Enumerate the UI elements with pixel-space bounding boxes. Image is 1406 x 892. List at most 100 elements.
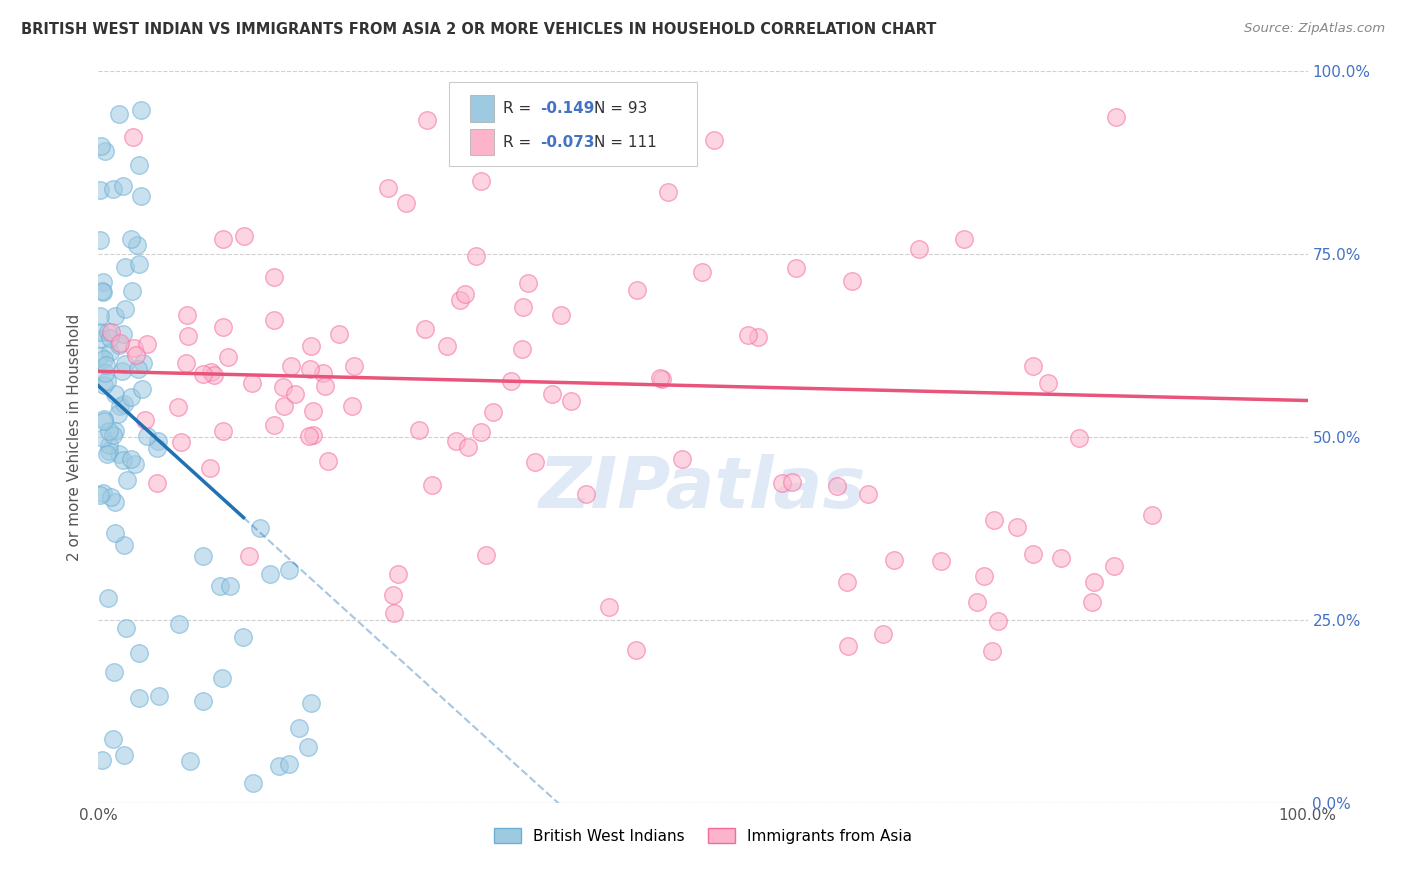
- Point: [841, 274, 863, 288]
- Text: -0.073: -0.073: [540, 135, 595, 150]
- Point: [219, 579, 242, 593]
- Point: [100, 325, 122, 339]
- Point: [278, 563, 301, 577]
- Point: [108, 447, 131, 461]
- Point: [413, 322, 436, 336]
- Point: [1105, 111, 1128, 125]
- Point: [690, 265, 713, 279]
- Point: [626, 283, 648, 297]
- Point: [343, 359, 366, 373]
- Point: [1102, 559, 1125, 574]
- Point: [263, 417, 285, 432]
- Point: [135, 428, 157, 442]
- Point: [91, 275, 114, 289]
- Point: [89, 183, 111, 197]
- Point: [169, 617, 191, 632]
- Point: [129, 188, 152, 202]
- Point: [111, 453, 134, 467]
- Point: [316, 454, 339, 468]
- Point: [560, 394, 582, 409]
- Point: [166, 401, 188, 415]
- Point: [107, 338, 129, 352]
- Point: [101, 428, 124, 442]
- Point: [470, 425, 492, 440]
- Point: [501, 375, 523, 389]
- Point: [121, 285, 143, 299]
- Point: [100, 490, 122, 504]
- Point: [209, 579, 232, 593]
- Point: [91, 486, 114, 500]
- Point: [825, 479, 848, 493]
- Point: [747, 329, 769, 343]
- Point: [929, 554, 952, 568]
- Point: [98, 330, 121, 344]
- Point: [97, 591, 120, 606]
- Point: [242, 776, 264, 790]
- Point: [475, 549, 498, 563]
- Point: [127, 362, 149, 376]
- Point: [93, 411, 115, 425]
- Point: [311, 366, 333, 380]
- Legend: British West Indians, Immigrants from Asia: British West Indians, Immigrants from As…: [488, 822, 918, 850]
- Point: [523, 455, 546, 469]
- Point: [377, 181, 399, 195]
- Point: [89, 234, 111, 248]
- Point: [146, 476, 169, 491]
- Point: [277, 756, 299, 771]
- Point: [384, 606, 406, 620]
- Text: ZIPatlas: ZIPatlas: [540, 454, 866, 523]
- Point: [115, 621, 138, 635]
- Point: [93, 366, 115, 380]
- Point: [111, 326, 134, 341]
- Point: [301, 403, 323, 417]
- Point: [340, 399, 363, 413]
- Point: [128, 691, 150, 706]
- Point: [280, 359, 302, 374]
- Point: [737, 327, 759, 342]
- Point: [259, 567, 281, 582]
- Point: [382, 588, 405, 602]
- Point: [191, 694, 214, 708]
- Point: [883, 553, 905, 567]
- Point: [856, 486, 879, 500]
- Point: [96, 358, 118, 372]
- Point: [131, 382, 153, 396]
- Point: [125, 348, 148, 362]
- Point: [108, 335, 131, 350]
- Point: [103, 424, 125, 438]
- Point: [1067, 431, 1090, 445]
- Point: [987, 614, 1010, 628]
- Point: [273, 399, 295, 413]
- Point: [124, 457, 146, 471]
- Point: [449, 293, 471, 307]
- Point: [98, 437, 121, 451]
- Point: [114, 357, 136, 371]
- Point: [211, 671, 233, 685]
- Point: [200, 365, 222, 379]
- Point: [780, 475, 803, 489]
- Point: [516, 276, 538, 290]
- Point: [111, 178, 134, 193]
- Point: [624, 642, 647, 657]
- Point: [457, 440, 479, 454]
- Point: [512, 300, 534, 314]
- Point: [652, 129, 675, 144]
- Point: [97, 325, 120, 339]
- Point: [89, 488, 111, 502]
- Point: [420, 477, 443, 491]
- Point: [103, 665, 125, 679]
- Point: [298, 361, 321, 376]
- Point: [299, 339, 322, 353]
- Point: [132, 356, 155, 370]
- Point: [648, 371, 671, 385]
- Point: [104, 309, 127, 323]
- Text: R =: R =: [503, 135, 537, 150]
- Point: [89, 326, 111, 340]
- Point: [785, 260, 807, 275]
- FancyBboxPatch shape: [470, 129, 494, 155]
- Point: [98, 345, 121, 359]
- Point: [107, 407, 129, 421]
- Point: [170, 435, 193, 450]
- Point: [93, 285, 115, 299]
- Point: [510, 342, 533, 356]
